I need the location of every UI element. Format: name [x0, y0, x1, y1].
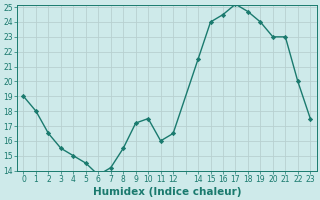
X-axis label: Humidex (Indice chaleur): Humidex (Indice chaleur) — [93, 187, 241, 197]
